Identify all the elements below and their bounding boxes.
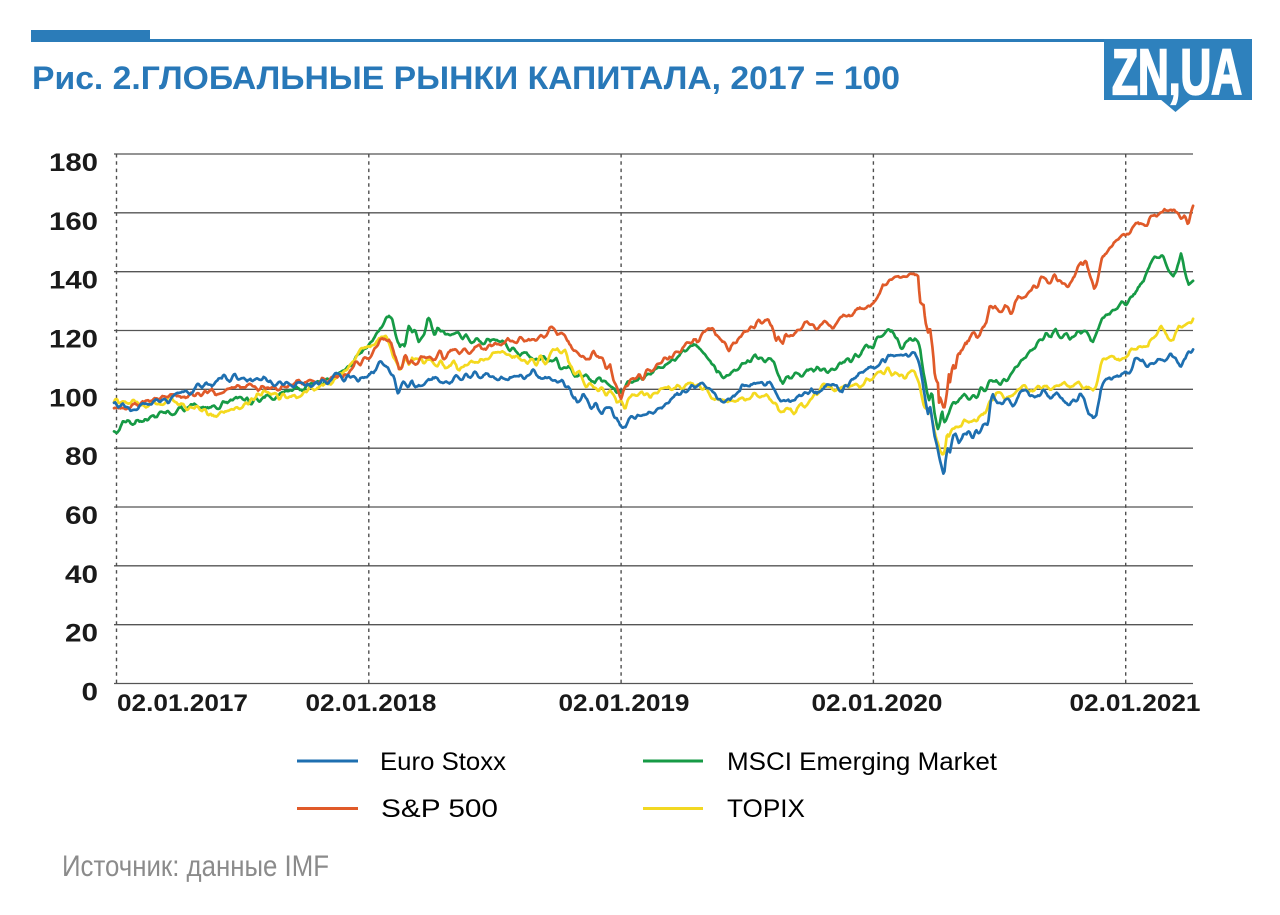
svg-text:140: 140	[49, 267, 98, 295]
svg-text:02.01.2020: 02.01.2020	[812, 690, 943, 717]
svg-text:180: 180	[49, 149, 98, 177]
svg-text:40: 40	[65, 561, 98, 589]
svg-text:60: 60	[65, 502, 98, 530]
svg-text:Источник: данные IMF: Источник: данные IMF	[62, 850, 329, 883]
svg-text:TOPIX: TOPIX	[727, 795, 805, 823]
svg-text:S&P 500: S&P 500	[381, 795, 498, 823]
svg-text:120: 120	[49, 326, 98, 354]
svg-text:MSCI Emerging Market: MSCI Emerging Market	[727, 748, 997, 776]
svg-text:02.01.2021: 02.01.2021	[1070, 690, 1201, 717]
svg-text:0: 0	[82, 679, 99, 707]
svg-text:Рис. 2.ГЛОБАЛЬНЫЕ РЫНКИ КАПИТА: Рис. 2.ГЛОБАЛЬНЫЕ РЫНКИ КАПИТАЛА, 2017 =…	[32, 60, 900, 96]
svg-text:20: 20	[65, 620, 98, 648]
svg-text:160: 160	[49, 208, 98, 236]
svg-text:02.01.2018: 02.01.2018	[306, 690, 437, 717]
svg-text:100: 100	[49, 384, 98, 412]
svg-text:Euro Stoxx: Euro Stoxx	[380, 748, 507, 776]
svg-text:02.01.2017: 02.01.2017	[117, 690, 248, 717]
svg-text:ZN,UA: ZN,UA	[1112, 36, 1242, 108]
svg-text:80: 80	[65, 443, 98, 471]
svg-text:02.01.2019: 02.01.2019	[559, 690, 690, 717]
